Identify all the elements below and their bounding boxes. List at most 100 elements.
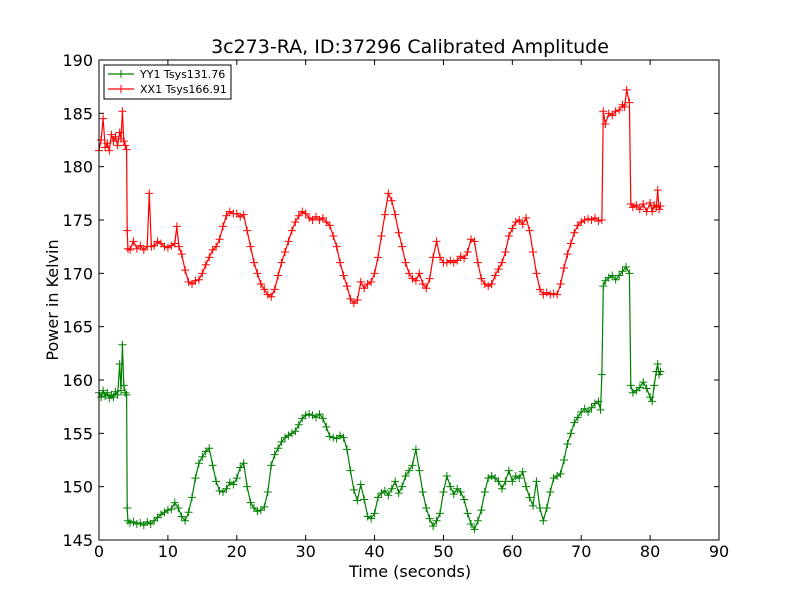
data-point [191, 474, 200, 483]
data-point [501, 248, 510, 256]
data-point [591, 213, 599, 222]
data-point [336, 258, 345, 267]
data-point [346, 294, 355, 303]
data-point [222, 211, 231, 220]
data-point [287, 429, 296, 438]
data-point [294, 420, 303, 429]
data-point [167, 241, 176, 250]
data-point [212, 242, 221, 251]
data-point [205, 444, 214, 453]
data-point [604, 273, 613, 282]
data-point [184, 277, 193, 286]
data-point [539, 290, 548, 299]
data-point [632, 201, 641, 210]
data-point [212, 477, 221, 486]
data-point [532, 477, 541, 486]
data-point [620, 102, 629, 111]
data-point [491, 271, 500, 280]
data-point [250, 504, 258, 512]
data-point [353, 496, 362, 505]
data-point [219, 222, 227, 231]
data-point [577, 408, 586, 416]
data-point [122, 145, 131, 154]
data-point [648, 397, 657, 406]
data-point [398, 482, 407, 491]
data-point [553, 472, 562, 480]
data-point [343, 282, 351, 291]
data-point [363, 280, 372, 288]
data-point [122, 390, 131, 399]
data-point [367, 514, 376, 523]
data-point [446, 482, 455, 491]
data-point [611, 275, 620, 284]
data-point [553, 290, 562, 299]
data-point [188, 280, 196, 288]
data-point [177, 512, 186, 521]
data-point [312, 413, 320, 422]
data-point [401, 258, 410, 267]
series-1 [95, 262, 665, 534]
x-axis: 0 10 20 30 40 50 60 70 80 90 [94, 60, 729, 561]
data-point [208, 461, 217, 470]
data-point [222, 484, 231, 493]
data-point [115, 128, 124, 137]
data-point [332, 242, 341, 251]
data-point [594, 397, 603, 406]
data-point [626, 381, 635, 390]
data-point [153, 237, 162, 246]
data-point [349, 299, 358, 308]
data-point [518, 467, 527, 476]
data-point [484, 282, 493, 291]
data-point [596, 405, 605, 414]
data-point [367, 277, 376, 286]
data-point [525, 493, 534, 502]
x-tick-label: 40 [364, 542, 384, 561]
data-point [229, 480, 238, 489]
data-point [301, 209, 310, 218]
data-point [398, 242, 407, 251]
data-point [632, 386, 641, 395]
data-point [301, 411, 310, 420]
data-point [363, 512, 372, 521]
data-point [115, 360, 124, 368]
data-point [184, 508, 193, 517]
data-point [181, 516, 190, 525]
data-point [103, 388, 112, 397]
data-point [422, 284, 431, 293]
data-point [587, 403, 596, 412]
data-point [380, 486, 389, 495]
data-point [573, 221, 582, 230]
data-point [529, 248, 537, 256]
data-point [405, 466, 413, 475]
data-point [601, 276, 610, 285]
data-point [387, 484, 396, 493]
series-line [98, 89, 661, 305]
data-point [650, 201, 659, 210]
data-point [322, 422, 331, 431]
data-point [163, 243, 172, 252]
data-point [370, 509, 379, 518]
data-point [356, 480, 365, 489]
data-point [522, 482, 531, 491]
data-point [405, 269, 413, 278]
data-point [153, 513, 162, 522]
data-point [394, 228, 403, 237]
data-point [646, 393, 655, 402]
data-point [270, 450, 279, 459]
data-point [622, 262, 630, 271]
data-point [225, 207, 234, 216]
data-point [129, 517, 138, 526]
data-point [625, 269, 634, 278]
data-point [219, 488, 227, 496]
data-point [243, 482, 252, 491]
series-line [98, 265, 661, 531]
data-point [274, 271, 283, 280]
data-point [599, 107, 608, 116]
data-point [470, 525, 479, 534]
data-point [542, 288, 551, 297]
data-point [360, 495, 369, 504]
data-point [232, 474, 241, 483]
data-point [260, 502, 269, 511]
x-tick-label: 80 [640, 542, 660, 561]
data-point [418, 280, 427, 288]
